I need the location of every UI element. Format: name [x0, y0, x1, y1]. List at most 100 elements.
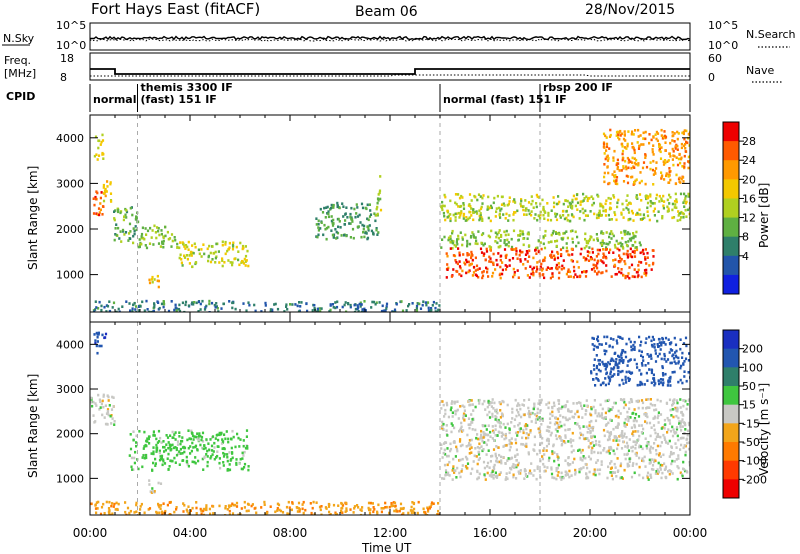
power-cell — [663, 159, 667, 162]
power-cell — [547, 214, 550, 217]
velocity-cell — [464, 414, 467, 417]
velocity-cell — [523, 468, 526, 471]
power-cell — [644, 248, 647, 251]
velocity-cell — [516, 404, 519, 408]
velocity-cell — [517, 411, 520, 414]
velocity-cell — [495, 457, 498, 460]
velocity-cell — [427, 510, 430, 513]
velocity-cell — [210, 444, 214, 448]
velocity-cell — [606, 450, 609, 453]
velocity-cell — [505, 476, 508, 479]
velocity-cell — [634, 430, 637, 433]
velocity-cell — [137, 467, 140, 471]
velocity-cell — [183, 504, 186, 507]
velocity-cell — [666, 416, 669, 420]
power-cell — [539, 217, 542, 220]
velocity-cell — [661, 372, 665, 375]
velocity-cell — [479, 436, 482, 440]
power-cell — [245, 259, 248, 262]
velocity-cell — [679, 366, 682, 370]
colorbar-swatch — [723, 404, 739, 424]
velocity-cell — [665, 360, 668, 363]
power-cell — [498, 229, 501, 232]
power-cell — [472, 265, 476, 269]
velocity-cell — [660, 343, 663, 347]
power-cell — [135, 228, 138, 232]
velocity-cell — [641, 447, 644, 451]
velocity-cell — [478, 472, 481, 476]
velocity-cell — [110, 408, 114, 411]
velocity-cell — [458, 459, 461, 462]
power-cell — [213, 303, 216, 307]
velocity-cell — [655, 452, 658, 456]
nave-tick-top: 60 — [708, 52, 722, 65]
velocity-cell — [132, 438, 135, 442]
power-cell — [627, 218, 630, 221]
velocity-cell — [279, 509, 283, 513]
velocity-cell — [158, 451, 161, 455]
velocity-cell — [108, 510, 111, 513]
velocity-cell — [661, 378, 665, 381]
velocity-cell — [199, 443, 202, 447]
power-cell — [677, 157, 680, 161]
velocity-cell — [650, 458, 654, 461]
power-cell — [627, 211, 631, 214]
velocity-cell — [297, 501, 301, 505]
velocity-cell — [93, 421, 96, 424]
velocity-cell — [674, 343, 678, 347]
power-cell — [608, 135, 612, 138]
velocity-cell — [590, 449, 593, 452]
power-cell — [640, 275, 643, 279]
power-cell — [451, 231, 454, 235]
power-cell — [517, 238, 520, 242]
velocity-cell — [533, 402, 536, 406]
velocity-cell — [672, 428, 675, 431]
power-cell — [553, 254, 556, 258]
power-cell — [622, 165, 625, 168]
power-cell — [329, 303, 332, 306]
power-cell — [632, 235, 635, 239]
power-cell — [99, 143, 102, 146]
power-cell — [470, 234, 473, 238]
velocity-cell — [658, 452, 661, 455]
velocity-cell — [349, 508, 352, 511]
power-cell — [145, 246, 149, 250]
velocity-cell — [460, 468, 464, 471]
power-cell — [128, 232, 131, 235]
velocity-cell — [599, 414, 602, 418]
velocity-cell — [468, 447, 472, 451]
velocity-cell — [668, 419, 671, 422]
power-cell — [648, 264, 651, 267]
power-cell — [636, 163, 639, 167]
velocity-cell — [422, 507, 425, 511]
power-cell — [597, 216, 600, 219]
power-cell — [491, 271, 495, 275]
power-cell — [140, 236, 143, 240]
velocity-cell — [641, 401, 645, 405]
power-cell — [544, 234, 547, 237]
velocity-cell — [220, 442, 224, 445]
power-cell — [676, 130, 679, 134]
velocity-cell — [622, 359, 625, 363]
velocity-cell — [519, 430, 522, 433]
velocity-cell — [443, 477, 446, 480]
velocity-cell — [593, 450, 596, 454]
velocity-cell — [94, 341, 97, 345]
power-cell — [642, 143, 645, 146]
power-cell — [676, 137, 679, 141]
velocity-cell — [94, 402, 97, 405]
velocity-cell — [617, 409, 620, 413]
velocity-cell — [599, 383, 602, 387]
power-cell — [451, 247, 454, 250]
power-cell — [666, 198, 669, 202]
velocity-cell — [569, 441, 572, 444]
velocity-cell — [686, 441, 689, 445]
power-cell — [649, 204, 652, 208]
power-cell — [617, 267, 620, 270]
power-cell — [640, 143, 643, 146]
power-cell — [615, 176, 619, 179]
velocity-cell — [649, 451, 652, 454]
power-cell — [585, 258, 588, 261]
velocity-cell — [666, 358, 670, 361]
power-cell — [525, 250, 528, 253]
